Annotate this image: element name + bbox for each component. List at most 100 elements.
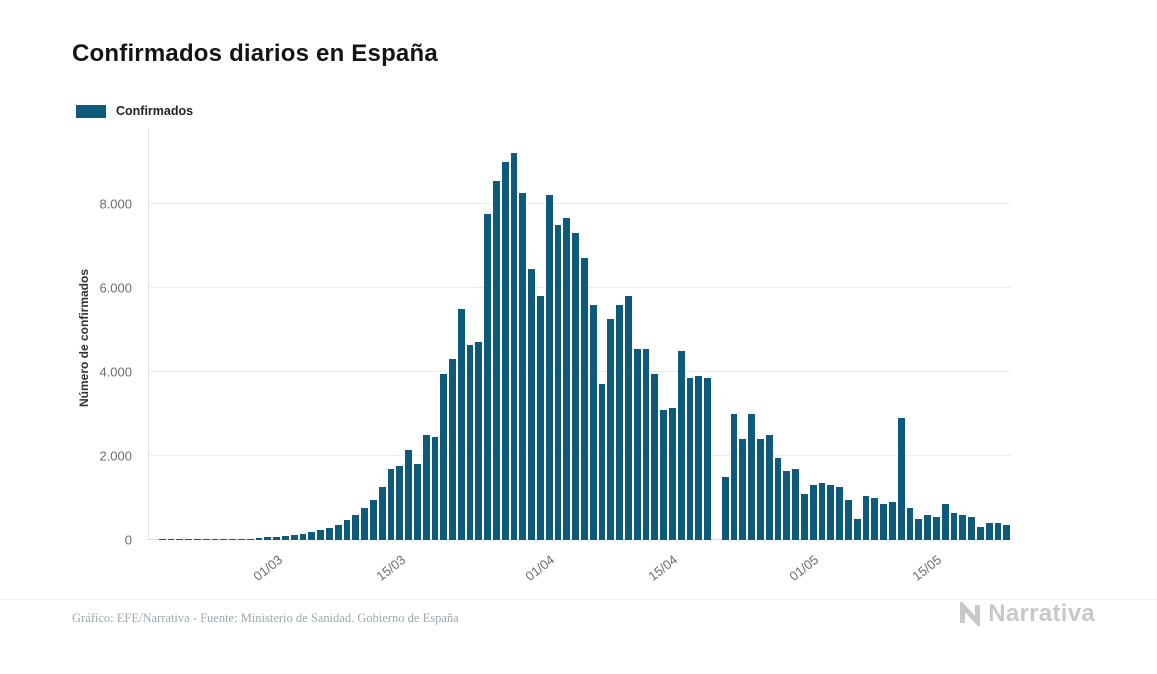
bar — [976, 527, 984, 540]
bar — [888, 502, 896, 540]
bar — [545, 195, 553, 540]
bar — [449, 359, 456, 540]
y-tick-label: 0 — [124, 532, 132, 548]
x-tick-label: 01/04 — [522, 552, 558, 584]
bar — [941, 504, 949, 540]
bar — [844, 500, 852, 540]
narrativa-wordmark: Narrativa — [988, 600, 1095, 627]
bar — [924, 514, 931, 540]
y-axis-ticks: 0 2.000 4.000 6.000 8.000 — [0, 128, 138, 547]
bar — [669, 407, 676, 540]
legend-swatch-confirmados — [76, 104, 106, 118]
bar — [378, 487, 386, 540]
bar — [818, 483, 826, 540]
bar — [748, 413, 755, 540]
bar — [431, 437, 439, 540]
bar — [528, 268, 536, 540]
y-tick-label: 6.000 — [99, 280, 132, 296]
bar — [361, 508, 368, 540]
bar — [633, 348, 641, 540]
bar — [598, 384, 606, 540]
bar — [642, 348, 650, 540]
bar — [880, 504, 887, 540]
bar — [660, 409, 668, 540]
x-axis-ticks: 01/03 15/03 01/04 15/04 01/05 15/05 — [148, 540, 1010, 598]
bar — [862, 495, 870, 540]
bar — [985, 523, 993, 540]
bar — [537, 296, 544, 540]
gridline — [149, 370, 1011, 372]
bar — [968, 516, 975, 540]
bar — [440, 373, 448, 540]
narrativa-n-icon — [960, 602, 981, 626]
bar — [959, 514, 967, 540]
x-tick-label: 15/05 — [909, 552, 945, 584]
bar — [897, 418, 905, 540]
bar — [721, 476, 729, 540]
bar — [466, 344, 474, 540]
bar — [827, 485, 835, 540]
bar — [475, 342, 483, 540]
bar — [422, 434, 430, 540]
bar — [387, 468, 395, 540]
bar — [352, 514, 360, 540]
bar-series-confirmados — [149, 128, 1011, 540]
bar — [695, 376, 703, 540]
bar — [765, 434, 773, 540]
y-tick-label: 2.000 — [99, 448, 132, 464]
y-tick-label: 8.000 — [99, 196, 132, 212]
bar — [616, 304, 624, 540]
bar — [774, 458, 782, 540]
bar — [185, 539, 192, 540]
bar — [290, 535, 298, 540]
bar — [369, 500, 377, 540]
bar — [229, 539, 236, 540]
bar — [220, 539, 228, 540]
bar — [413, 464, 421, 540]
footer-divider — [0, 599, 1157, 600]
bar — [792, 468, 799, 540]
bar — [325, 528, 333, 540]
bar — [607, 319, 615, 540]
bar — [783, 470, 791, 540]
bar — [1003, 525, 1011, 540]
bar — [308, 532, 316, 540]
bar — [501, 161, 509, 540]
y-tick-label: 4.000 — [99, 364, 132, 380]
gridline — [149, 539, 1011, 540]
bar — [255, 538, 263, 540]
bar — [317, 530, 324, 540]
bar — [853, 518, 861, 540]
bar — [405, 449, 412, 540]
bar — [281, 536, 289, 540]
bar — [625, 296, 632, 540]
bar — [334, 525, 342, 540]
bar — [651, 373, 659, 540]
bar — [871, 497, 879, 540]
bar — [554, 224, 562, 540]
bar — [809, 485, 817, 540]
gridline — [149, 454, 1011, 456]
x-tick-label: 01/05 — [786, 552, 822, 584]
x-tick-label: 01/03 — [249, 552, 285, 584]
bar — [158, 539, 166, 540]
bar — [800, 493, 808, 540]
bar — [994, 523, 1002, 540]
bar — [193, 539, 201, 540]
plot-area — [148, 128, 1011, 540]
bar — [730, 413, 738, 540]
bar — [756, 439, 764, 540]
bar — [932, 516, 940, 540]
bar — [677, 350, 685, 540]
source-credit: Gráfico: EFE/Narrativa - Fuente: Ministe… — [72, 611, 459, 625]
bar — [589, 304, 597, 540]
bar — [343, 519, 351, 540]
narrativa-logo: Narrativa — [958, 600, 1095, 628]
x-tick-label: 15/03 — [373, 552, 408, 584]
bar — [273, 536, 280, 540]
legend: Confirmados — [76, 104, 193, 118]
chart-title: Confirmados diarios en España — [72, 40, 438, 67]
bar — [264, 537, 272, 540]
gridline — [149, 202, 1011, 204]
